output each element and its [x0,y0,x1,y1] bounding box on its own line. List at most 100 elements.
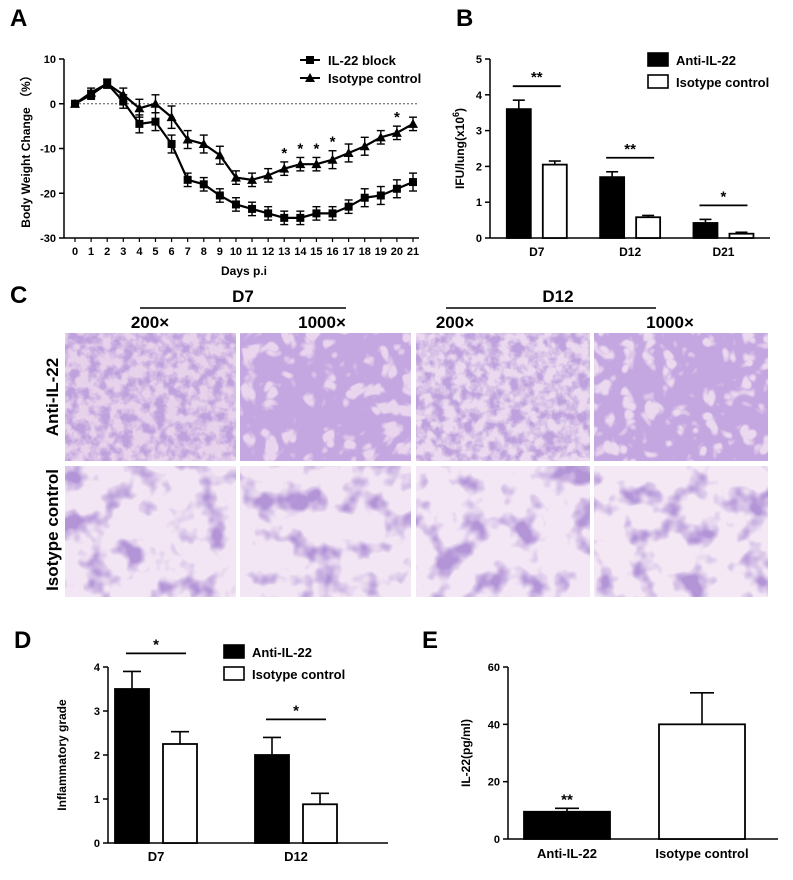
panel-letter-b: B [456,5,473,32]
b-y-tick-label: 3 [476,126,482,138]
a-point-triangle [247,174,258,184]
a-point-triangle [359,141,370,151]
b-bar-anti-il22-d21 [692,222,719,239]
panel-letter-e: E [422,627,438,654]
a-y-tick-label: 10 [44,54,56,66]
b-legend-swatch-0 [647,52,669,67]
micrograph-iso-d7-1000x [240,466,411,597]
b-significance-star: ** [531,69,543,86]
a-point-triangle [118,89,129,99]
a-point-triangle [182,134,193,144]
d-y-tick-label: 3 [94,706,100,718]
a-point-square [360,193,369,202]
a-x-tick-label: 9 [217,246,223,258]
a-x-tick-label: 2 [104,246,110,258]
a-significance-star: * [330,134,336,151]
b-y-tick-label: 1 [476,197,482,209]
e-x-tick-label: Isotype control [655,846,748,861]
a-x-tick-label: 20 [391,246,403,258]
a-point-triangle [214,150,225,160]
e-bar-anti-il22 [523,810,611,840]
e-y-tick-label: 40 [488,719,500,731]
a-y-axis-title: Body Weight Change （%） [18,69,33,227]
e-bar-isotype [658,723,746,840]
a-x-tick-label: 4 [136,246,143,258]
a-point-square [409,178,417,187]
a-point-square [376,191,385,200]
b-x-tick-label: D12 [619,245,641,259]
a-point-triangle [343,147,354,157]
a-x-tick-label: 16 [326,246,338,258]
a-point-triangle [391,127,402,137]
a-point-triangle [134,103,145,113]
panel-c-histology: D7 200× 1000× D12 200× 1000× Anti-IL-22 … [43,287,768,597]
micrograph-anti-d12-1000x [594,333,768,461]
d-x-tick-label: D12 [284,849,308,864]
b-y-axis-title: IFU/lung(x106) [451,108,467,189]
a-legend-marker-triangle [305,73,315,82]
a-significance-star: * [297,140,303,157]
d12-group-label: D12 [542,287,573,306]
e-y-tick-label: 0 [494,834,500,846]
a-point-square [231,200,240,209]
a-significance-star: * [314,140,320,157]
a-significance-star: * [394,109,400,126]
a-point-square [151,117,160,126]
a-point-triangle [86,87,97,97]
e-y-axis-title: IL-22(pg/ml) [459,719,473,787]
a-point-triangle [375,132,386,142]
a-point-triangle [311,159,322,169]
a-point-square [280,213,289,222]
a-x-axis-title: Days p.i [221,264,267,278]
a-y-tick-label: -30 [40,233,56,245]
a-x-tick-label: 12 [262,246,274,258]
d7-group-label: D7 [232,287,254,306]
b-y-axis-title-close: ) [453,108,467,112]
b-significance-star: ** [624,141,636,158]
a-point-triangle [166,112,177,122]
a-point-square [135,119,144,128]
a-point-square [183,175,192,184]
micrograph-iso-d12-1000x [594,466,768,597]
b-legend-label-1: Isotype control [676,75,769,90]
b-bar-isotype-d21 [728,232,755,239]
micrograph-anti-d12-200x [416,333,590,461]
b-y-tick-label: 5 [476,54,482,66]
a-significance-star: * [281,145,287,162]
a-point-square [248,204,257,213]
a-x-tick-label: 18 [359,246,371,258]
b-bar-anti-il22-d12 [599,176,626,239]
row-label-anti-il22: Anti-IL-22 [43,358,62,436]
d-legend-swatch-1 [223,666,245,681]
a-y-tick-label: 0 [50,99,56,111]
a-x-tick-label: 1 [88,246,94,258]
a-point-square [199,180,208,189]
d-significance-star: * [293,702,299,719]
b-bar-anti-il22-d7 [505,108,532,239]
d7-mag-low: 200× [131,313,169,332]
row-label-isotype: Isotype control [43,469,62,591]
a-series-line-1 [74,82,414,181]
panel-letter-d: D [14,627,31,654]
d-bar-isotype-d7 [162,743,198,844]
d-x-tick-label: D7 [148,849,165,864]
a-point-square [167,140,176,149]
a-point-square [312,209,321,218]
b-y-tick-label: 2 [476,161,482,173]
d-bar-anti-il22-d7 [114,688,150,844]
d-y-tick-label: 0 [94,838,100,850]
b-legend-swatch-1 [647,74,669,89]
panel-e-bar-chart: 0 20 40 60 IL-22(pg/ml) Anti-IL-22 ** Isotype c… [459,662,778,861]
a-x-tick-label: 21 [407,246,419,258]
a-point-triangle [150,98,161,108]
b-bar-isotype-d7 [541,163,568,239]
d-y-axis-title: Inflammatory grade [55,699,69,811]
a-legend-label-1: Isotype control [328,71,421,86]
a-x-tick-label: 3 [120,246,126,258]
a-point-triangle [263,170,274,180]
e-y-tick-label: 60 [488,662,500,674]
a-point-triangle [327,154,338,164]
micrograph-iso-d7-200x [65,466,236,597]
d-bar-isotype-d12 [302,803,338,844]
